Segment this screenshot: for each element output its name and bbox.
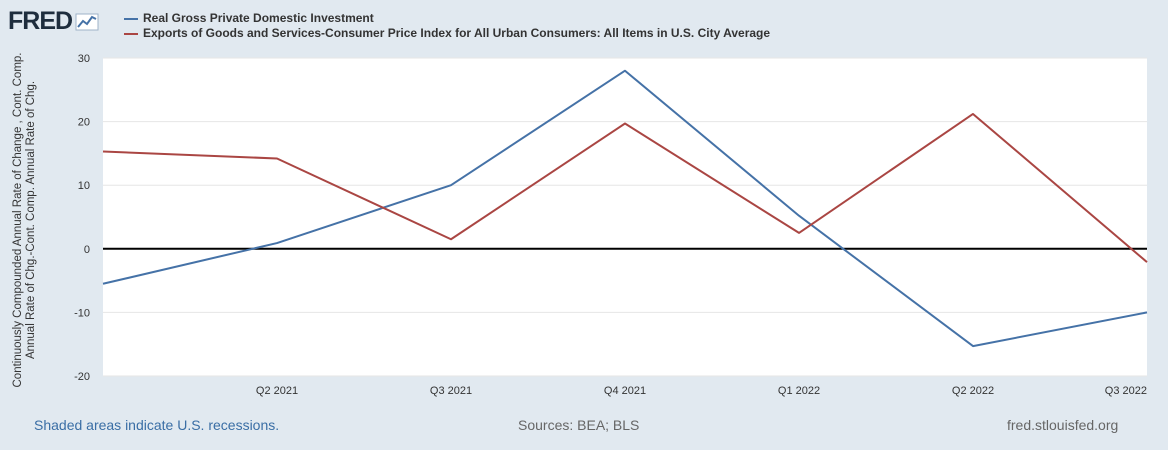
y-tick-label: 10	[78, 180, 90, 192]
y-tick-label: -10	[74, 307, 90, 319]
series-lines	[102, 69, 1148, 348]
y-tick-label: 30	[78, 53, 90, 65]
y-tick-label: 0	[84, 244, 90, 256]
legend-swatch-investment	[124, 17, 138, 20]
x-tick-label: Q3 2022	[1105, 385, 1147, 397]
x-tick-label: Q3 2021	[430, 385, 472, 397]
x-tick-label: Q2 2021	[256, 385, 298, 397]
legend-item-exports-cpi[interactable]: Exports of Goods and Services-Consumer P…	[124, 26, 770, 41]
recessions-note-link[interactable]: Shaded areas indicate U.S. recessions.	[34, 417, 280, 433]
plot-area	[103, 58, 1147, 376]
line-graph-icon	[75, 13, 99, 31]
series-line-exports-cpi[interactable]	[102, 112, 1148, 263]
y-tick-label: 20	[78, 117, 90, 129]
y-axis-ticks: -20 -10 0 10 20 30	[74, 53, 90, 383]
legend-swatch-exports-cpi	[124, 32, 138, 35]
line-chart: -20 -10 0 10 20 30 Q2 2021 Q3 2021 Q4 2021 Q1 20…	[74, 53, 1148, 397]
x-tick-label: Q4 2021	[604, 385, 646, 397]
chart-legend: Real Gross Private Domestic Investment E…	[124, 11, 770, 41]
legend-item-investment[interactable]: Real Gross Private Domestic Investment	[124, 11, 770, 26]
series-line-investment[interactable]	[102, 69, 1148, 348]
x-axis-ticks: Q2 2021 Q3 2021 Q4 2021 Q1 2022 Q2 2022 Q3 20…	[256, 385, 1147, 397]
legend-label-investment: Real Gross Private Domestic Investment	[143, 11, 374, 25]
x-tick-label: Q1 2022	[778, 385, 820, 397]
sources-text: Sources: BEA; BLS	[518, 417, 640, 433]
site-url-link[interactable]: fred.stlouisfed.org	[1007, 417, 1119, 433]
legend-label-exports-cpi: Exports of Goods and Services-Consumer P…	[143, 26, 771, 40]
fred-logo[interactable]: FRED	[8, 6, 99, 36]
fred-logo-text: FRED	[8, 6, 73, 35]
grid-lines	[103, 57, 1147, 377]
y-tick-label: -20	[74, 371, 90, 383]
x-tick-label: Q2 2022	[952, 385, 994, 397]
